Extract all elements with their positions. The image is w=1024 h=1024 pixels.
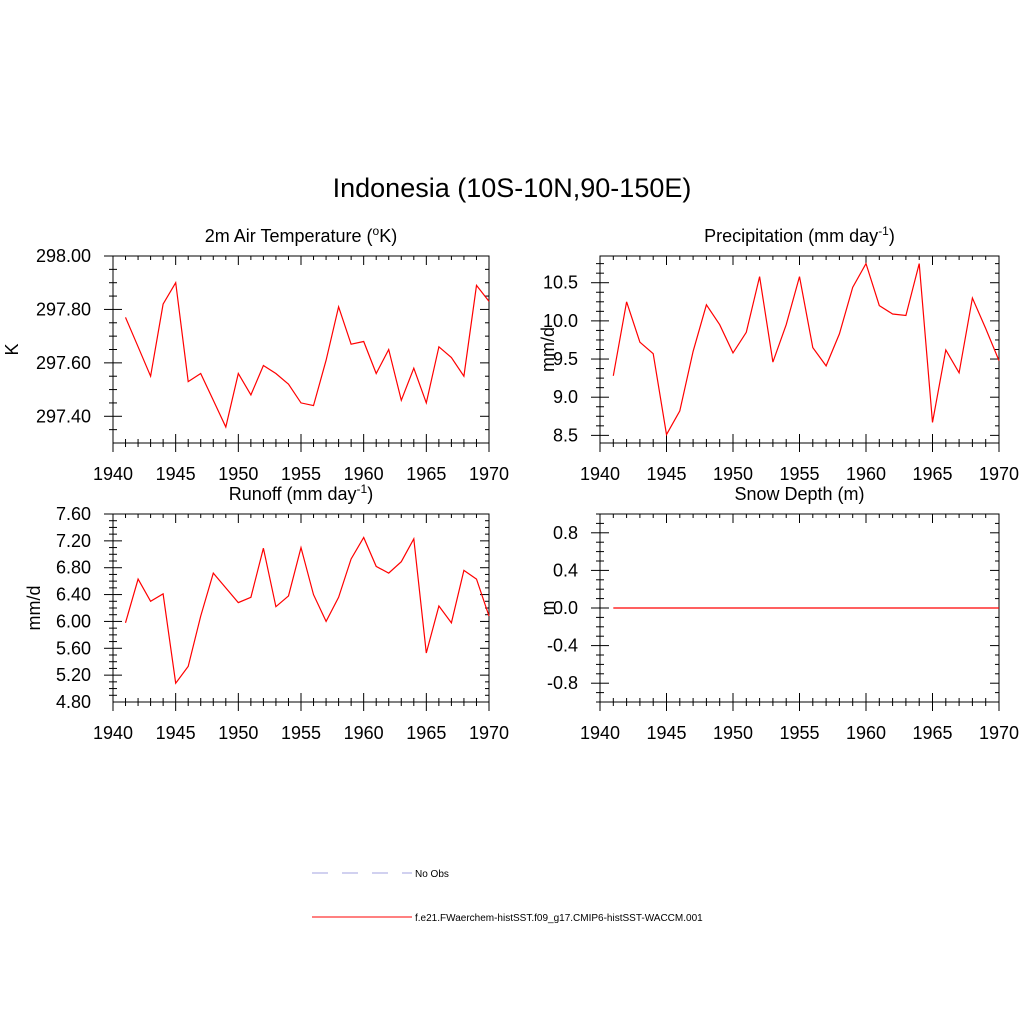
y-tick-label: 297.60 — [36, 353, 91, 373]
panel-title: Precipitation (mm day-1) — [704, 224, 895, 246]
plot-frame — [599, 255, 1000, 444]
panel-title: Runoff (mm day-1) — [229, 482, 373, 504]
x-tick-label: 1960 — [846, 464, 886, 484]
panel-3: Runoff (mm day-1) mm/d 1940 1945 1950 1955 196… — [24, 482, 509, 743]
y-tick-label: 6.80 — [56, 558, 91, 578]
x-tick-label: 1950 — [713, 464, 753, 484]
plot-frame — [112, 255, 490, 444]
x-tick-label: 1950 — [713, 723, 753, 743]
x-tick-label: 1965 — [912, 723, 952, 743]
x-tick-label: 1940 — [580, 723, 620, 743]
x-tick-label: 1960 — [344, 723, 384, 743]
y-tick-label: 7.20 — [56, 531, 91, 551]
panel-2: Precipitation (mm day-1) mm/d 1940 1945 1950… — [538, 224, 1019, 484]
y-axis-label: m — [538, 601, 558, 616]
y-axis-label: mm/d — [538, 327, 558, 372]
panel-1: 2m Air Temperature (oK) K 1940 1945 1950 1955… — [2, 224, 509, 484]
panel-4: Snow Depth (m) m 1940 1945 1950 1955 1960 1965 1… — [538, 484, 1019, 743]
y-tick-label: 9.5 — [553, 349, 578, 369]
y-tick-label: 10.5 — [543, 273, 578, 293]
series-line — [124, 280, 490, 429]
x-tick-label: 1970 — [979, 464, 1019, 484]
x-tick-label: 1950 — [218, 464, 258, 484]
x-tick-label: 1965 — [912, 464, 952, 484]
panel-title: 2m Air Temperature (oK) — [205, 224, 397, 246]
x-tick-label: 1945 — [156, 723, 196, 743]
y-tick-label: 9.0 — [553, 387, 578, 407]
x-tick-label: 1970 — [979, 723, 1019, 743]
y-tick-label: 0.8 — [553, 523, 578, 543]
y-tick-label: 0.4 — [553, 560, 578, 580]
x-tick-label: 1970 — [469, 723, 509, 743]
x-tick-label: 1940 — [580, 464, 620, 484]
y-tick-label: 4.80 — [56, 692, 91, 712]
y-tick-label: 297.80 — [36, 299, 91, 319]
x-tick-label: 1955 — [779, 464, 819, 484]
legend: No Obs f.e21.FWaerchem-histSST.f09_g17.CM… — [312, 869, 703, 924]
legend-label: No Obs — [415, 869, 449, 880]
x-tick-label: 1955 — [779, 723, 819, 743]
x-tick-label: 1945 — [646, 723, 686, 743]
x-tick-label: 1965 — [406, 723, 446, 743]
y-tick-label: 8.5 — [553, 425, 578, 445]
legend-label: f.e21.FWaerchem-histSST.f09_g17.CMIP6-hi… — [415, 913, 703, 924]
y-tick-label: 297.40 — [36, 406, 91, 426]
x-tick-label: 1970 — [469, 464, 509, 484]
y-tick-label: 5.60 — [56, 638, 91, 658]
series-line — [124, 536, 490, 685]
figure-title: Indonesia (10S-10N,90-150E) — [332, 173, 692, 203]
y-tick-label: 7.60 — [56, 504, 91, 524]
x-tick-label: 1950 — [218, 723, 258, 743]
x-tick-label: 1940 — [93, 464, 133, 484]
y-tick-label: -0.4 — [547, 636, 578, 656]
series-line — [612, 262, 1000, 437]
y-tick-label: 5.20 — [56, 665, 91, 685]
y-tick-label: -0.8 — [547, 673, 578, 693]
y-axis-label: mm/d — [24, 586, 44, 631]
y-tick-label: 298.00 — [36, 246, 91, 266]
y-tick-label: 10.0 — [543, 311, 578, 331]
x-tick-label: 1940 — [93, 723, 133, 743]
y-axis-label: K — [2, 343, 22, 355]
x-tick-label: 1960 — [344, 464, 384, 484]
y-tick-label: 0.0 — [553, 598, 578, 618]
x-tick-label: 1945 — [156, 464, 196, 484]
y-tick-label: 6.00 — [56, 611, 91, 631]
plot-frame — [112, 513, 490, 703]
x-tick-label: 1945 — [646, 464, 686, 484]
x-tick-label: 1965 — [406, 464, 446, 484]
x-tick-label: 1960 — [846, 723, 886, 743]
y-tick-label: 6.40 — [56, 585, 91, 605]
panels-group: 2m Air Temperature (oK) K 1940 1945 1950 1955… — [2, 224, 1019, 743]
panel-title: Snow Depth (m) — [734, 484, 864, 504]
x-tick-label: 1955 — [281, 723, 321, 743]
x-tick-label: 1955 — [281, 464, 321, 484]
